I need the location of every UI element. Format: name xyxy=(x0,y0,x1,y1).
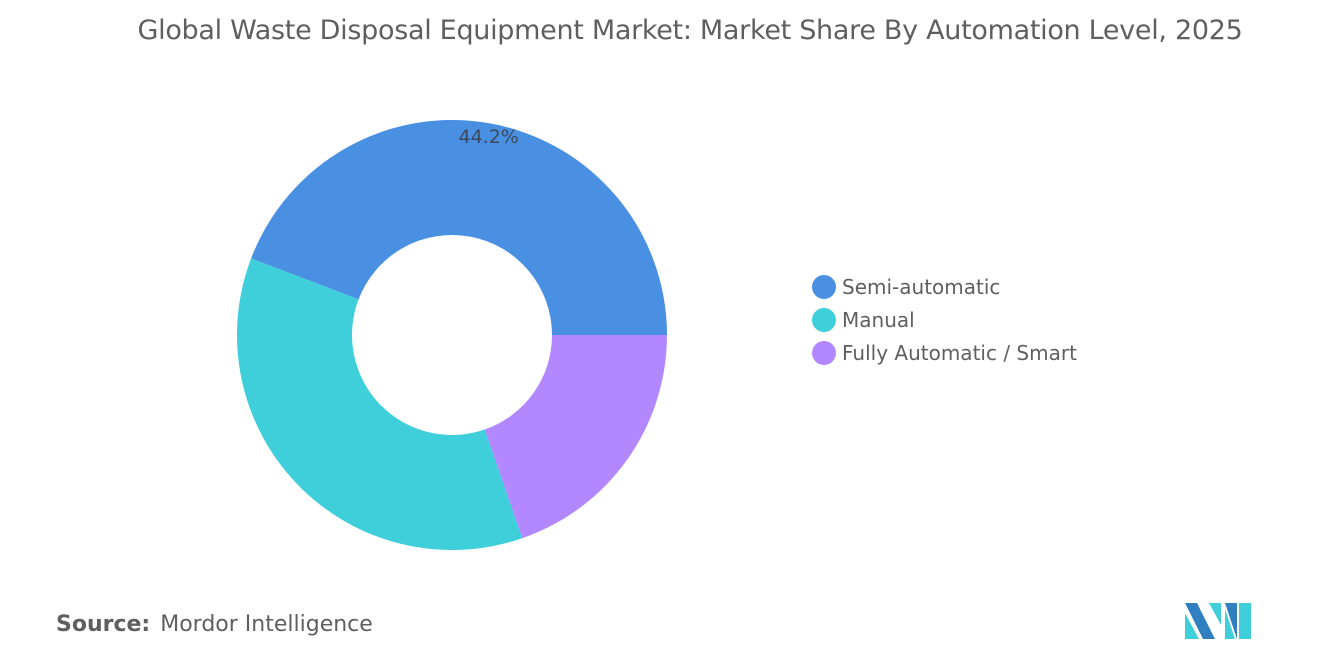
legend-label: Manual xyxy=(842,307,915,332)
donut-slice-semi-automatic[interactable] xyxy=(251,119,668,335)
legend-swatch xyxy=(812,307,836,332)
mordor-intelligence-logo xyxy=(1185,603,1251,639)
legend: Semi-automatic Manual Fully Automatic / … xyxy=(812,270,1077,369)
donut-slice-fully-automatic-smart[interactable] xyxy=(484,335,667,539)
source-label: Source: xyxy=(56,612,151,637)
donut-slice-manual[interactable] xyxy=(237,258,523,550)
legend-item-semi-automatic[interactable]: Semi-automatic xyxy=(812,270,1077,303)
legend-label: Semi-automatic xyxy=(842,274,1001,299)
legend-swatch xyxy=(812,274,836,299)
chart-title: Global Waste Disposal Equipment Market: … xyxy=(137,15,1243,46)
legend-item-fully-automatic[interactable]: Fully Automatic / Smart xyxy=(812,336,1077,369)
source-text: Mordor Intelligence xyxy=(160,612,373,637)
source-note: Source: Mordor Intelligence xyxy=(56,612,373,637)
legend-label: Fully Automatic / Smart xyxy=(842,340,1077,365)
legend-swatch xyxy=(812,340,836,365)
data-label: 44.2% xyxy=(459,126,519,148)
legend-item-manual[interactable]: Manual xyxy=(812,303,1077,336)
